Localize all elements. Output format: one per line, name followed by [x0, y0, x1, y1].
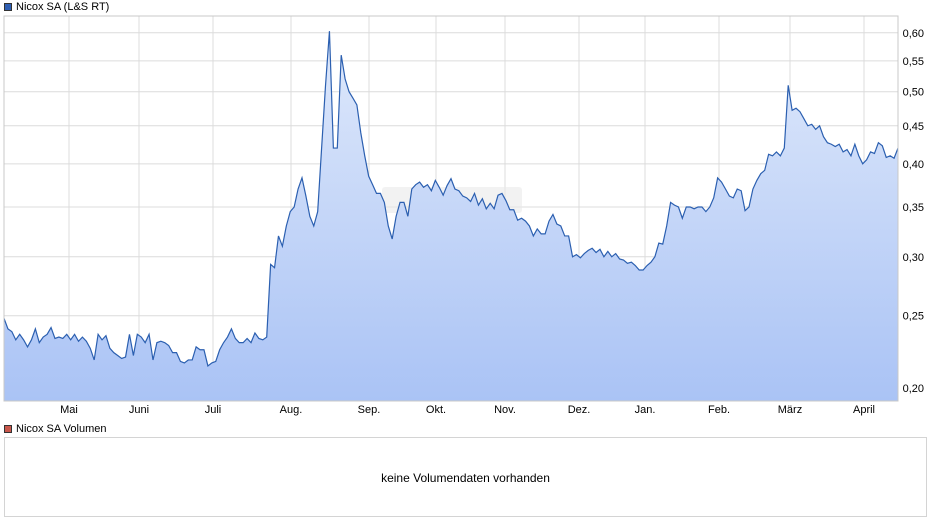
price-chart: Mai Juni Juli Aug. Sep. Okt. Nov. Dez. Jan. Feb. M…: [3, 15, 924, 416]
x-axis: Mai Juni Juli Aug. Sep. Okt. Nov. Dez. Jan. Feb. M…: [60, 404, 875, 416]
x-tick-label: Okt.: [426, 404, 446, 416]
y-tick-label: 0,35: [903, 202, 924, 214]
y-tick-label: 0,25: [903, 311, 924, 323]
x-tick-label: Sep.: [358, 404, 381, 416]
price-line: [3, 31, 899, 367]
volume-legend: Nicox SA Volumen: [4, 423, 107, 435]
x-tick-label: Juni: [129, 404, 149, 416]
y-tick-label: 0,60: [903, 28, 924, 40]
y-tick-label: 0,20: [903, 383, 924, 395]
x-tick-label: April: [853, 404, 875, 416]
x-tick-label: Feb.: [708, 404, 730, 416]
y-tick-label: 0,50: [903, 87, 924, 99]
price-legend: Nicox SA (L&S RT): [4, 1, 109, 13]
y-tick-label: 0,30: [903, 252, 924, 264]
x-tick-label: März: [778, 404, 802, 416]
x-tick-label: Nov.: [494, 404, 516, 416]
price-legend-label: Nicox SA (L&S RT): [16, 1, 110, 13]
y-tick-label: 0,45: [903, 121, 924, 133]
volume-empty-message: keine Volumendaten vorhanden: [381, 471, 550, 485]
x-tick-label: Juli: [205, 404, 222, 416]
plot-border: [3, 15, 899, 402]
volume-legend-label: Nicox SA Volumen: [16, 423, 107, 435]
volume-panel: keine Volumendaten vorhanden: [4, 437, 927, 517]
y-tick-label: 0,55: [903, 56, 924, 68]
x-tick-label: Jan.: [635, 404, 656, 416]
x-tick-label: Mai: [60, 404, 78, 416]
y-axis: 0,20 0,25 0,30 0,35 0,40 0,45 0,50 0,55 0,60: [903, 28, 924, 395]
price-area: [4, 31, 898, 402]
x-tick-label: Aug.: [280, 404, 303, 416]
price-legend-swatch: [4, 3, 12, 11]
y-tick-label: 0,40: [903, 159, 924, 171]
volume-legend-swatch: [4, 425, 12, 433]
x-tick-label: Dez.: [568, 404, 591, 416]
